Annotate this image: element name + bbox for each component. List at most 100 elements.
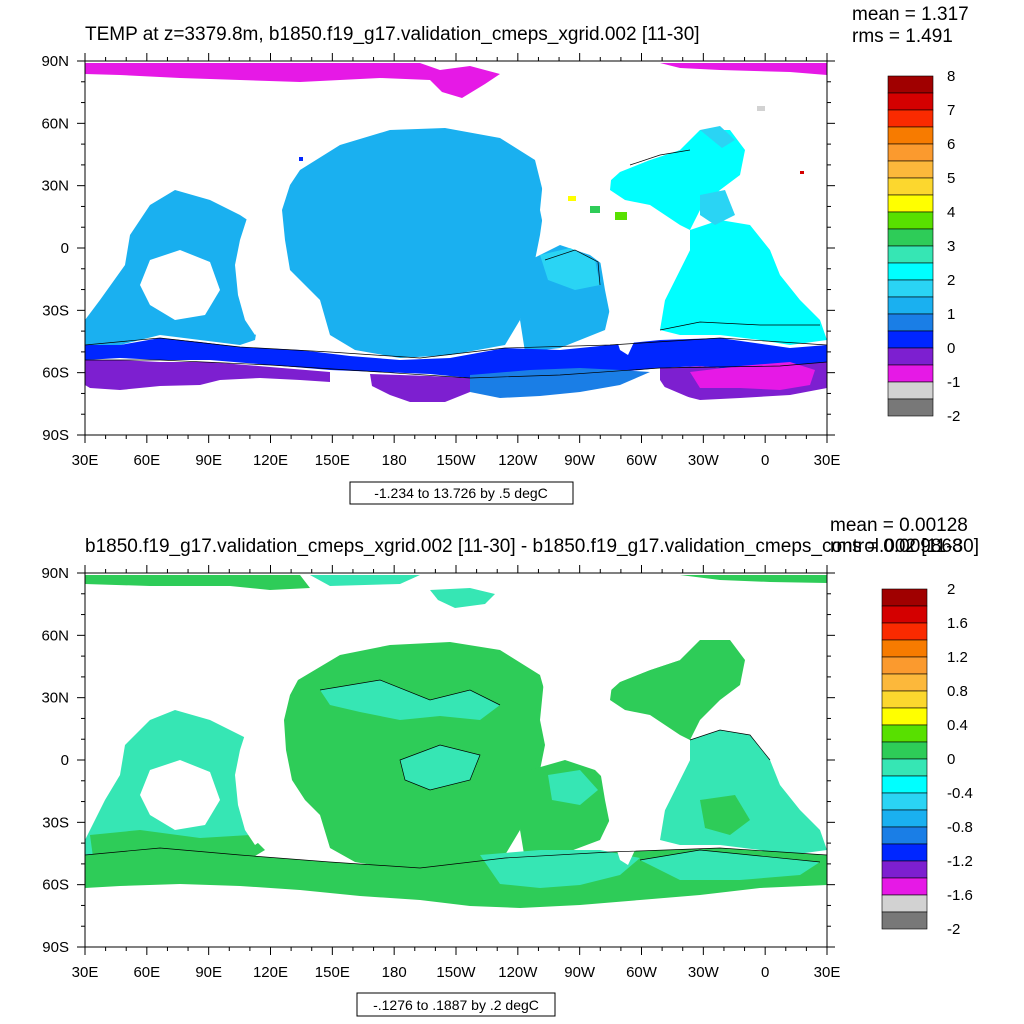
colorbar-label: 3 xyxy=(947,238,955,255)
pacific-patch xyxy=(320,680,500,720)
panel-2-map xyxy=(85,575,827,947)
x-tick-label: 60E xyxy=(133,964,160,981)
x-tick-label: 90W xyxy=(564,452,596,469)
land-australia xyxy=(140,250,220,320)
y-tick-label: 90S xyxy=(42,939,69,956)
panel-2-x-labels: 30E 60E 90E 120E 150E 180 150W 120W 90W 60W 30W 0 30… xyxy=(72,964,841,981)
colorbar-label: 1.2 xyxy=(947,649,968,666)
colorbar-swatch xyxy=(881,809,928,828)
colorbar-swatch xyxy=(887,364,934,383)
colorbar-swatch xyxy=(887,279,934,298)
colorbar-label: -2 xyxy=(947,408,960,425)
x-tick-label: 150W xyxy=(436,452,476,469)
panel-1-rms: rms = 1.491 xyxy=(852,26,953,47)
y-tick-label: 60N xyxy=(41,115,69,132)
land-africa xyxy=(235,150,282,335)
antarctic-purple xyxy=(85,360,330,390)
y-tick-label: 30N xyxy=(41,690,69,707)
colorbar-swatch xyxy=(887,109,934,128)
x-tick-label: 0 xyxy=(761,964,769,981)
colorbar-swatch xyxy=(881,622,928,641)
y-tick-label: 90N xyxy=(41,53,69,70)
x-tick-label: 30E xyxy=(814,452,841,469)
x-tick-label: 90E xyxy=(195,452,222,469)
x-tick-label: 30W xyxy=(688,964,720,981)
y-tick-label: 60S xyxy=(42,877,69,894)
colorbar-swatch xyxy=(887,126,934,145)
x-tick-label: 120W xyxy=(498,452,538,469)
colorbar-swatch xyxy=(887,194,934,213)
panel-2-mean: mean = 0.00128 xyxy=(830,515,968,536)
colorbar-label: -2 xyxy=(947,921,960,938)
panel-1: TEMP at z=3379.8m, b1850.f19_g17.validat… xyxy=(41,4,969,505)
colorbar-swatch xyxy=(887,228,934,247)
colorbar-swatch xyxy=(887,398,934,417)
southern-band xyxy=(85,338,827,378)
contour-line xyxy=(85,359,827,379)
colorbar-swatch xyxy=(887,262,934,281)
arctic-east xyxy=(680,575,827,583)
atlantic-mid xyxy=(700,190,735,225)
colorbar-swatch xyxy=(887,245,934,264)
y-tick-label: 90S xyxy=(42,427,69,444)
arctic-east xyxy=(660,63,827,75)
x-tick-label: 90E xyxy=(195,964,222,981)
colorbar-swatch xyxy=(887,177,934,196)
colorbar-swatch xyxy=(881,656,928,675)
x-tick-label: 30E xyxy=(72,964,99,981)
arctic-strip xyxy=(85,575,310,590)
colorbar-swatch xyxy=(881,673,928,692)
land-africa xyxy=(235,660,282,845)
x-tick-label: 180 xyxy=(382,452,407,469)
arctic-bay xyxy=(430,588,495,608)
land-north-america xyxy=(540,640,680,745)
nordic-seas xyxy=(700,126,735,148)
y-tick-label: 0 xyxy=(61,752,69,769)
patch xyxy=(615,212,627,220)
y-tick-label: 30S xyxy=(42,302,69,319)
se-pacific-patch xyxy=(540,248,600,290)
colorbar-swatch xyxy=(881,775,928,794)
colorbar-label: 0.8 xyxy=(947,683,968,700)
colorbar-swatch xyxy=(881,588,928,607)
contour-line xyxy=(639,849,821,863)
land-antarctica xyxy=(85,382,827,435)
pacific-ocean xyxy=(282,128,545,358)
pacific-patch xyxy=(400,745,480,790)
x-tick-label: 150E xyxy=(315,964,350,981)
colorbar-swatch xyxy=(881,707,928,726)
x-tick-label: 120E xyxy=(253,452,288,469)
colorbar-swatch xyxy=(887,92,934,111)
land-antarctica xyxy=(85,886,827,947)
colorbar-label: 2 xyxy=(947,272,955,289)
colorbar-label: 7 xyxy=(947,102,955,119)
colorbar-swatch xyxy=(887,75,934,94)
antarctic-purple-2 xyxy=(370,374,470,402)
x-tick-label: 120W xyxy=(498,964,538,981)
colorbar-swatch xyxy=(887,211,934,230)
panel-2-ticks xyxy=(77,565,835,955)
colorbar-label: 2 xyxy=(947,581,955,598)
colorbar-swatch xyxy=(881,911,928,930)
panel-1-x-labels: 30E 60E 90E 120E 150E 180 150W 120W 90W 60W 30W 0 30… xyxy=(72,452,841,469)
colorbar-swatch xyxy=(881,860,928,879)
colorbar-label: 0 xyxy=(947,340,955,357)
colorbar-label: 5 xyxy=(947,170,955,187)
colorbar-swatch xyxy=(881,877,928,896)
land-south-america xyxy=(600,200,690,355)
colorbar-label: -1 xyxy=(947,374,960,391)
colorbar-swatch xyxy=(887,381,934,400)
panel-2-y-labels: 90N 60N 30N 0 30S 60S 90S xyxy=(41,565,69,956)
colorbar-swatch xyxy=(881,605,928,624)
colorbar-label: 1 xyxy=(947,306,955,323)
colorbar-label: -0.8 xyxy=(947,819,973,836)
panel-2-rms: rms = 0.009868 xyxy=(830,536,963,557)
panel-1-map xyxy=(85,63,827,435)
land-north-america xyxy=(540,130,680,235)
x-tick-label: 60W xyxy=(626,964,658,981)
panel-1-ticks xyxy=(77,53,835,443)
panel-1-colorbar: 8 7 6 5 4 3 2 1 0 -1 -2 xyxy=(887,68,960,425)
colorbar-swatch xyxy=(881,724,928,743)
atlantic-green xyxy=(700,795,750,835)
